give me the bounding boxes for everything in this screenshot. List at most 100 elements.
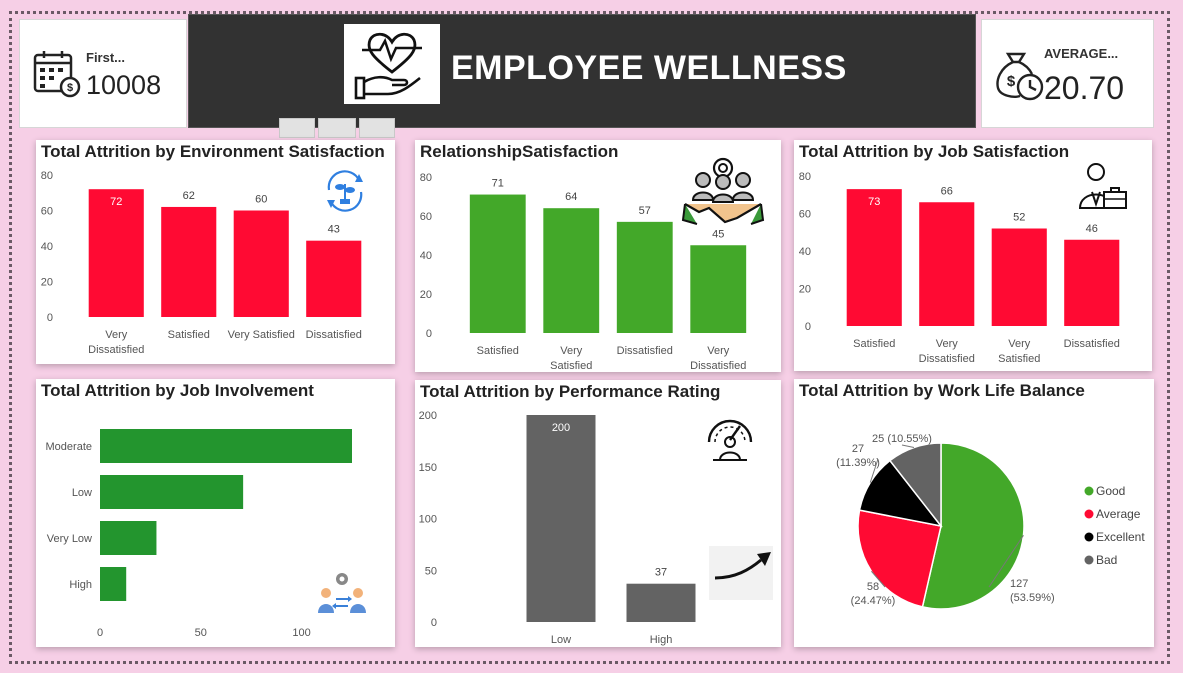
businessman-briefcase-icon (1078, 163, 1127, 209)
pie-data-label-percent: (24.47%) (851, 595, 896, 607)
y-tick-label: Moderate (46, 441, 92, 453)
chart-environment-satisfaction: 0 20 40 60 80 72 Very Dissatisfied 62 Satisfied 60… (41, 170, 362, 356)
pie-data-label: 58 (867, 581, 879, 593)
pie-data-label-percent: (11.39%) (836, 457, 880, 469)
card-job-involvement[interactable]: Total Attrition by Job Involvement Moder… (36, 379, 395, 647)
card-performance-rating[interactable]: Total Attrition by Performance Rating 0 5… (415, 380, 781, 647)
y-tick-label: 40 (420, 250, 432, 262)
pie-leader-line (901, 444, 915, 449)
bar (543, 208, 600, 333)
x-tick-label: Very (560, 345, 583, 357)
bar (306, 240, 362, 317)
kpi-first-label: First... (86, 50, 126, 65)
bar (88, 189, 144, 317)
x-tick-label: Dissatisfied (617, 345, 673, 357)
x-tick-label: 100 (292, 627, 310, 639)
heart-hand-icon (354, 32, 422, 100)
money-bag-clock-icon: $ (996, 52, 1044, 101)
chart-relationship-satisfaction: 0 20 40 60 80 71 Satisfied 64 Very Satisfied 57 Dis… (420, 172, 747, 372)
y-tick-label: 150 (419, 462, 437, 474)
data-label: 71 (492, 178, 504, 190)
y-tick-label: 20 (420, 289, 432, 301)
card-environment-satisfaction[interactable]: Total Attrition by Environment Satisfact… (36, 140, 395, 364)
y-tick-label: 200 (419, 410, 437, 422)
page-title: EMPLOYEE WELLNESS (451, 49, 847, 87)
x-tick-label: Satisfied (168, 329, 210, 341)
y-tick-label: 100 (419, 514, 437, 526)
y-tick-label: High (69, 579, 92, 591)
plant-recycle-icon (327, 170, 363, 212)
pie-leader-line (871, 570, 886, 588)
chart-work-life-balance: 127 (53.59%) 58 (24.47%) 27 (11.39%) 25 (10.55… (836, 433, 1145, 610)
card-relationship-satisfaction[interactable]: RelationshipSatisfaction 0 20 40 60 80 71 Sati… (415, 140, 781, 372)
bar (616, 221, 673, 333)
pie-data-label: 25 (10.55%) (872, 433, 932, 445)
team-handshake-icon (681, 157, 765, 225)
x-tick-label: Very (1008, 338, 1031, 350)
legend-label: Good (1096, 484, 1125, 498)
y-tick-label: 60 (420, 211, 432, 223)
pie-data-label: 27 (852, 443, 864, 455)
y-tick-label: 0 (431, 617, 437, 629)
data-label: 62 (183, 190, 195, 202)
chart-title-job-involvement: Total Attrition by Job Involvement (41, 381, 314, 400)
performance-gauge-icon (707, 419, 753, 461)
pie-slice (888, 442, 942, 529)
x-tick-label: High (650, 634, 673, 646)
data-label: 52 (1013, 212, 1025, 224)
calendar-dollar-icon: $ (33, 51, 81, 98)
x-tick-label: Dissatisfied (1064, 338, 1120, 350)
visual-header-tab[interactable] (279, 118, 315, 138)
data-label: 57 (639, 205, 651, 217)
trend-arrow-icon (709, 546, 773, 600)
data-label: 60 (255, 194, 267, 206)
bar (690, 245, 747, 333)
y-tick-label: Very Low (47, 533, 92, 545)
x-tick-label: Dissatisfied (306, 329, 362, 341)
bar (233, 210, 289, 317)
legend-label: Excellent (1096, 530, 1145, 544)
data-label: 64 (565, 191, 577, 203)
chart-title-job-satisfaction: Total Attrition by Job Satisfaction (799, 142, 1070, 161)
y-tick-label: 0 (426, 328, 432, 340)
x-tick-label: Dissatisfied (690, 360, 746, 372)
data-label: 66 (941, 185, 953, 197)
card-job-satisfaction[interactable]: Total Attrition by Job Satisfaction 0 20 4… (794, 140, 1152, 371)
card-work-life-balance[interactable]: Total Attrition by Work Life Balance 127… (794, 379, 1154, 647)
x-tick-label: Satisfied (550, 360, 592, 372)
dashboard-frame (9, 11, 1170, 664)
y-tick-label: 20 (41, 277, 53, 289)
x-tick-label: Very (105, 329, 128, 341)
visual-header-tab[interactable] (318, 118, 356, 138)
data-label: 43 (328, 224, 340, 236)
kpi-average-value: 20.70 (1044, 70, 1125, 106)
pie-data-label-percent: (53.59%) (1010, 592, 1055, 604)
data-label: 45 (712, 228, 724, 240)
pie-leader-line (988, 535, 1024, 588)
kpi-average-label: AVERAGE... (1044, 46, 1119, 61)
kpi-card-average[interactable]: $ AVERAGE... 20.70 (981, 19, 1154, 128)
bar (100, 475, 244, 509)
chart-performance-rating: 0 50 100 150 200 200 Low 37 High (419, 410, 696, 646)
x-tick-label: Very (707, 345, 730, 357)
team-gear-exchange-icon (318, 573, 366, 613)
pie-leader-line (869, 458, 879, 483)
kpi-first-value: 10008 (86, 70, 162, 100)
legend-marker (1084, 486, 1094, 496)
y-tick-label: 40 (799, 246, 811, 258)
legend-label: Average (1096, 507, 1141, 521)
x-tick-label: Satisfied (477, 345, 519, 357)
data-label: 73 (868, 196, 880, 208)
kpi-card-first[interactable]: $ First... 10008 (19, 19, 187, 128)
chart-job-satisfaction: 0 20 40 60 80 73 Satisfied 66 Very Dissatisfied 52… (799, 171, 1120, 365)
visual-header-tab[interactable] (359, 118, 395, 138)
svg-text:$: $ (67, 82, 73, 94)
data-label: 200 (552, 422, 570, 434)
bar (846, 189, 902, 326)
legend-marker (1084, 555, 1094, 565)
chart-title-performance: Total Attrition by Performance Rating (420, 382, 721, 401)
legend-marker (1084, 532, 1094, 542)
bar (919, 202, 975, 326)
bar (100, 567, 127, 601)
x-tick-label: Very Satisfied (228, 329, 295, 341)
